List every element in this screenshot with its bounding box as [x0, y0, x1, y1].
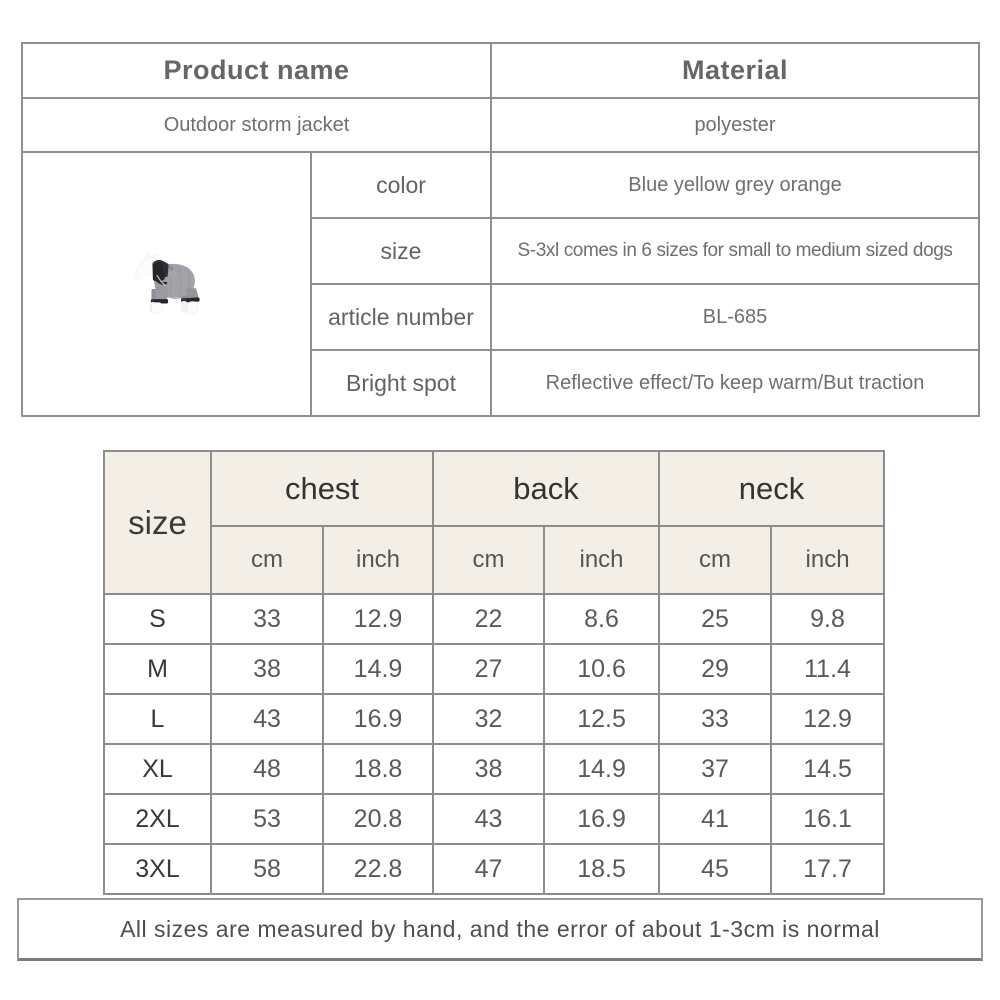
neck-inch-value: 11.4 — [770, 643, 886, 695]
spec-subheader-row: Outdoor storm jacket polyester — [20, 97, 981, 153]
chest-inch-value: 16.9 — [321, 693, 435, 745]
size-chart-table: size chest back neck cm inch cm inch cm … — [103, 450, 886, 895]
material-header: Material — [490, 42, 981, 99]
chest-inch-value: 22.8 — [321, 843, 435, 895]
neck-inch-value: 9.8 — [770, 593, 886, 645]
chest-cm-value: 43 — [210, 693, 324, 745]
size-label: L — [103, 693, 212, 745]
size-chart-group-neck: neck — [658, 450, 886, 527]
neck-inch-value: 16.1 — [770, 793, 886, 845]
spec-row-bright-spot: Bright spot Reflective effect/To keep wa… — [22, 349, 981, 417]
spec-label-bright-spot: Bright spot — [309, 349, 493, 417]
size-row-l: L 43 16.9 32 12.5 33 12.9 — [103, 693, 886, 745]
back-inch-header: inch — [543, 525, 661, 595]
spec-value-size: S-3xl comes in 6 sizes for small to medi… — [490, 217, 981, 285]
spec-row-color: color Blue yellow grey orange — [21, 151, 981, 417]
neck-cm-value: 37 — [658, 743, 773, 795]
back-inch-value: 14.9 — [543, 743, 661, 795]
measurement-note-text: All sizes are measured by hand, and the … — [120, 915, 880, 942]
size-row-xl: XL 48 18.8 38 14.9 37 14.5 — [103, 743, 886, 795]
measurement-note-box: All sizes are measured by hand, and the … — [17, 898, 983, 961]
material-value: polyester — [490, 97, 981, 153]
size-row-m: M 38 14.9 27 10.6 29 11.4 — [103, 643, 886, 695]
back-cm-value: 47 — [432, 843, 546, 895]
size-chart-unit-header-row: cm inch cm inch cm inch — [104, 525, 886, 595]
spec-row-size: size S-3xl comes in 6 sizes for small to… — [22, 217, 981, 285]
size-chart-group-back: back — [432, 450, 661, 527]
chest-cm-value: 58 — [210, 843, 324, 895]
neck-cm-value: 25 — [658, 593, 773, 645]
spec-value-bright-spot: Reflective effect/To keep warm/But tract… — [490, 349, 981, 417]
neck-inch-value: 14.5 — [770, 743, 886, 795]
size-chart-corner-label: size — [103, 450, 212, 595]
spec-header-row: Product name Material — [20, 42, 981, 99]
neck-cm-value: 45 — [658, 843, 773, 895]
neck-inch-value: 12.9 — [770, 693, 886, 745]
product-name-value: Outdoor storm jacket — [20, 97, 493, 153]
chest-inch-value: 12.9 — [321, 593, 435, 645]
dog-rear-leg — [186, 288, 200, 314]
back-inch-value: 16.9 — [543, 793, 661, 845]
product-photo-cell — [21, 151, 312, 417]
product-spec-table: Product name Material Outdoor storm jack… — [20, 42, 981, 417]
chest-cm-value: 53 — [210, 793, 324, 845]
size-row-3xl: 3XL 58 22.8 47 18.5 45 17.7 — [103, 843, 886, 895]
back-inch-value: 8.6 — [543, 593, 661, 645]
neck-cm-header: cm — [658, 525, 773, 595]
product-name-header: Product name — [20, 42, 493, 99]
size-label: S — [103, 593, 212, 645]
neck-cm-value: 33 — [658, 693, 773, 745]
chest-inch-value: 18.8 — [321, 743, 435, 795]
back-inch-value: 12.5 — [543, 693, 661, 745]
chest-inch-value: 20.8 — [321, 793, 435, 845]
size-label: M — [103, 643, 212, 695]
size-label: XL — [103, 743, 212, 795]
size-label: 3XL — [103, 843, 212, 895]
spec-row-article-number: article number BL-685 — [22, 283, 981, 351]
neck-cm-value: 29 — [658, 643, 773, 695]
size-chart-group-header-row: size chest back neck — [103, 450, 886, 595]
chest-inch-header: inch — [321, 525, 435, 595]
back-inch-value: 10.6 — [543, 643, 661, 695]
spec-label-article-number: article number — [309, 283, 493, 351]
chest-cm-value: 38 — [210, 643, 324, 695]
neck-cm-value: 41 — [658, 793, 773, 845]
spec-value-color: Blue yellow grey orange — [490, 151, 981, 219]
chest-inch-value: 14.9 — [321, 643, 435, 695]
back-inch-value: 18.5 — [543, 843, 661, 895]
dog-jacket-photo-image — [134, 253, 200, 314]
size-label: 2XL — [103, 793, 212, 845]
spec-label-color: color — [309, 151, 493, 219]
chest-cm-value: 33 — [210, 593, 324, 645]
spec-value-article-number: BL-685 — [490, 283, 981, 351]
size-chart-group-chest: chest — [209, 450, 435, 527]
size-row-2xl: 2XL 53 20.8 43 16.9 41 16.1 — [103, 793, 886, 845]
back-cm-header: cm — [432, 525, 546, 595]
back-cm-value: 27 — [432, 643, 546, 695]
size-row-s: S 33 12.9 22 8.6 25 9.8 — [103, 593, 886, 645]
back-cm-value: 43 — [432, 793, 546, 845]
back-cm-value: 38 — [432, 743, 546, 795]
dog-jacket-collar — [152, 259, 169, 287]
back-cm-value: 32 — [432, 693, 546, 745]
back-cm-value: 22 — [432, 593, 546, 645]
neck-inch-value: 17.7 — [770, 843, 886, 895]
neck-inch-header: inch — [770, 525, 886, 595]
chest-cm-header: cm — [210, 525, 324, 595]
spec-label-size: size — [309, 217, 493, 285]
chest-cm-value: 48 — [210, 743, 324, 795]
dog-jacket-harness — [156, 264, 177, 287]
